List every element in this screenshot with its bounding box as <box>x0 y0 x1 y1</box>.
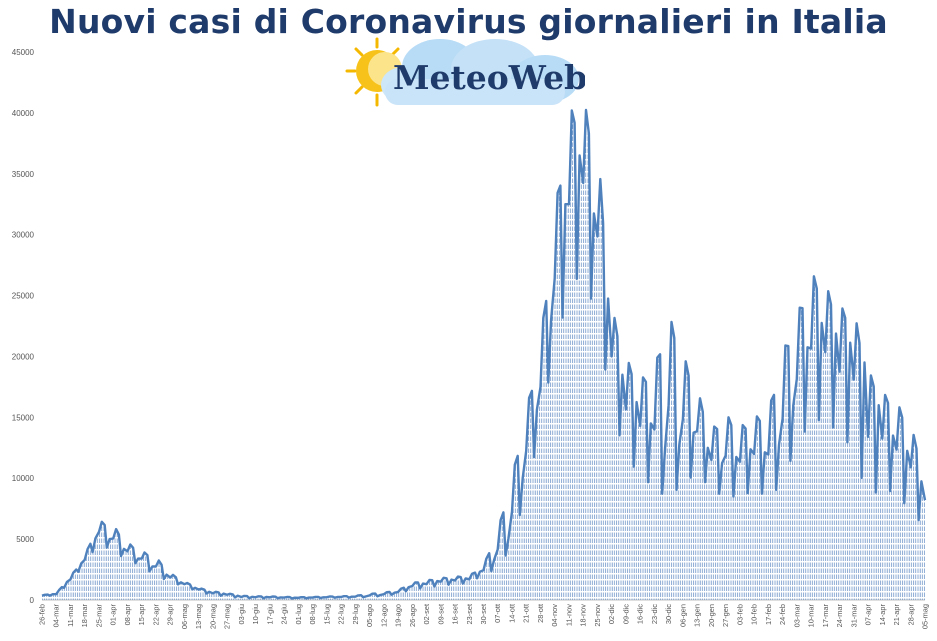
x-tick-label: 17-feb <box>764 604 773 625</box>
y-tick-label: 35000 <box>12 170 35 179</box>
x-tick-label: 05-ago <box>365 604 374 627</box>
x-tick-label: 17-giu <box>265 604 274 625</box>
x-tick-label: 04-mar <box>52 603 61 627</box>
x-tick-label: 15-apr <box>137 603 146 625</box>
x-tick-label: 17-mar <box>821 603 830 627</box>
x-tick-label: 13-mag <box>194 604 203 629</box>
x-tick-label: 10-mar <box>807 603 816 627</box>
y-tick-label: 30000 <box>12 231 35 240</box>
x-tick-label: 06-mag <box>180 604 189 629</box>
x-tick-label: 30-set <box>479 604 488 625</box>
x-tick-label: 16-set <box>451 604 460 625</box>
x-tick-label: 24-giu <box>280 604 289 625</box>
x-tick-label: 04-nov <box>550 604 559 627</box>
x-tick-label: 13-gen <box>693 604 702 627</box>
x-tick-label: 19-ago <box>394 604 403 627</box>
y-tick-label: 25000 <box>12 292 35 301</box>
y-tick-label: 0 <box>30 596 35 605</box>
x-tick-label: 22-lug <box>337 604 346 625</box>
cloud-icon <box>381 39 579 105</box>
x-tick-label: 22-apr <box>151 603 160 625</box>
chart-title: Nuovi casi di Coronavirus giornalieri in… <box>49 2 888 41</box>
x-tick-label: 16-dic <box>636 604 645 624</box>
x-tick-label: 28-apr <box>906 603 915 625</box>
x-tick-label: 07-apr <box>864 603 873 625</box>
x-tick-label: 25-nov <box>593 604 602 627</box>
x-tick-label: 10-giu <box>251 604 260 625</box>
x-tick-label: 03-giu <box>237 604 246 625</box>
x-tick-label: 28-ott <box>536 604 545 623</box>
x-tick-label: 03-feb <box>735 604 744 625</box>
x-tick-label: 08-apr <box>123 603 132 625</box>
x-tick-label: 18-mar <box>80 603 89 627</box>
x-tick-label: 20-mag <box>208 604 217 629</box>
x-tick-label: 29-apr <box>166 603 175 625</box>
area-series <box>41 108 927 600</box>
x-tick-label: 10-feb <box>750 604 759 625</box>
meteoweb-logo: MeteoWeb <box>345 37 585 107</box>
x-tick-label: 25-mar <box>95 603 104 627</box>
x-tick-label: 09-dic <box>621 604 630 624</box>
x-tick-label: 23-dic <box>650 604 659 624</box>
x-tick-label: 29-lug <box>351 604 360 625</box>
x-tick-label: 26-ago <box>408 604 417 627</box>
x-tick-label: 01-apr <box>109 603 118 625</box>
y-tick-label: 45000 <box>12 48 35 57</box>
x-tick-label: 31-mar <box>849 603 858 627</box>
x-tick-label: 06-gen <box>678 604 687 627</box>
x-tick-label: 24-feb <box>778 604 787 625</box>
x-tick-label: 15-lug <box>322 604 331 625</box>
x-tick-label: 27-mag <box>223 604 232 629</box>
x-tick-label: 18-nov <box>579 604 588 627</box>
x-tick-label: 21-apr <box>892 603 901 625</box>
x-tick-label: 24-mar <box>835 603 844 627</box>
x-tick-label: 14-ott <box>508 604 517 623</box>
x-tick-label: 01-lug <box>294 604 303 625</box>
x-tick-label: 05-mag <box>921 604 930 629</box>
y-tick-label: 10000 <box>12 474 35 483</box>
y-tick-label: 40000 <box>12 109 35 118</box>
x-tick-label: 03-mar <box>792 603 801 627</box>
x-tick-label: 11-mar <box>66 603 75 626</box>
x-tick-label: 07-ott <box>493 604 502 623</box>
x-axis: 26-feb 04-mar 11-mar 18-mar 25-mar 01-apr 08-a… <box>38 603 930 629</box>
x-tick-label: 12-ago <box>379 604 388 627</box>
y-tick-label: 20000 <box>12 352 35 361</box>
x-tick-label: 09-set <box>436 604 445 625</box>
logo-text: MeteoWeb <box>393 58 585 97</box>
y-tick-label: 5000 <box>16 535 34 544</box>
y-tick-label: 15000 <box>12 413 35 422</box>
x-tick-label: 26-feb <box>38 604 47 625</box>
x-tick-label: 23-set <box>465 604 474 625</box>
x-tick-label: 27-gen <box>721 604 730 627</box>
x-tick-label: 21-ott <box>522 604 531 623</box>
series-line <box>41 108 927 600</box>
x-tick-label: 11-nov <box>565 604 574 626</box>
area-fill <box>42 110 925 600</box>
x-tick-label: 02-dic <box>607 604 616 624</box>
x-tick-label: 20-gen <box>707 604 716 627</box>
x-tick-label: 02-set <box>422 604 431 625</box>
x-tick-label: 14-apr <box>878 603 887 625</box>
x-tick-label: 30-dic <box>664 604 673 624</box>
x-tick-label: 08-lug <box>308 604 317 625</box>
